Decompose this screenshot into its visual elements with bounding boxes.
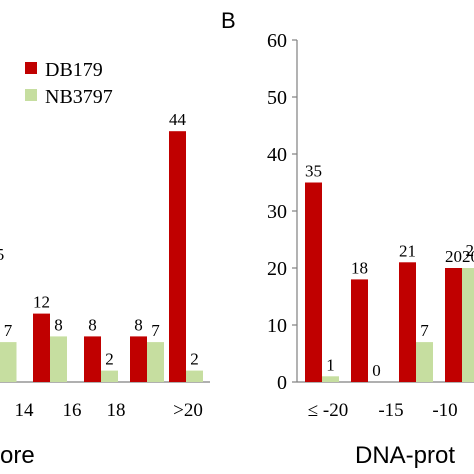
panel-b-y-tick-label: 20	[267, 258, 287, 280]
panel-a-bar-db179-2	[84, 336, 101, 382]
panel-b-bar-nb3797-0	[322, 376, 339, 382]
panel-b-x-tick-label: -10	[432, 400, 457, 421]
panel-b-y-tick-label: 50	[267, 87, 287, 109]
panel-b-data-label-nb3797-2: 7	[420, 321, 429, 340]
panel-a-x-tick-label: 14	[15, 400, 35, 421]
panel-b-data-label-db179-2: 21	[399, 241, 416, 260]
panel-label: B	[221, 8, 236, 33]
panel-a-bar-nb3797-4	[186, 370, 203, 382]
legend: DB179 NB3797	[25, 59, 113, 108]
panel-a-bar-nb3797-1	[50, 336, 67, 382]
panel-b-bar-db179-1	[351, 279, 368, 382]
panel-a-data-label-nb3797-4: 2	[190, 350, 199, 369]
panel-b-data-label-db179-3: 20	[445, 247, 462, 266]
panel-b-data-label-nb3797-3: 20	[462, 247, 474, 266]
legend-label-nb3797: NB3797	[45, 86, 113, 108]
panel-a-data-label-nb3797-0: 7	[4, 321, 13, 340]
panel-b-x-tick-label: ≤ -20	[308, 400, 349, 421]
panel-b-x-axis-title: DNA-prot	[355, 442, 455, 469]
legend-swatch-db179	[25, 62, 37, 74]
panel-a-bar-nb3797-0	[0, 342, 17, 382]
panel-a-data-label-db179-4: 44	[169, 110, 187, 129]
panel-b-y-tick-label: 40	[267, 144, 287, 166]
panel-a-x-tick-label: 16	[63, 400, 82, 421]
panel-a-data-label-nb3797-1: 8	[54, 315, 63, 334]
panel-a-x-axis-title: ore	[0, 442, 35, 469]
panel-a-data-label-partial: 5	[0, 245, 4, 264]
panel-b-x-tick-label: -15	[378, 400, 403, 421]
panel-b-bar-db179-2	[399, 262, 416, 382]
panel-a-bar-db179-4	[169, 131, 186, 382]
panel-b-data-label-nb3797-0: 1	[326, 355, 335, 374]
legend-label-db179: DB179	[45, 59, 103, 81]
panel-b-y-tick-label: 0	[277, 372, 287, 394]
panel-a-data-label-db179-3: 8	[134, 315, 143, 334]
panel-a-x-tick-label: 18	[107, 400, 126, 421]
panel-a-bar-nb3797-2	[101, 370, 118, 382]
panel-b-bar-db179-0	[305, 182, 322, 382]
panel-b-y-tick-label: 30	[267, 201, 287, 223]
panel-b-y-tick-label: 60	[267, 30, 287, 52]
panel-b-data-label-db179-0: 35	[305, 162, 322, 181]
panel-a-x-tick-label: >20	[173, 400, 203, 421]
panel-a-data-label-nb3797-2: 2	[105, 350, 114, 369]
panel-b-bar-nb3797-2	[416, 342, 433, 382]
panel-a-bar-db179-1	[33, 313, 50, 382]
panel-a-bar-db179-3	[130, 336, 147, 382]
panel-b-data-label-nb3797-1: 0	[372, 361, 381, 380]
panel-a-data-label-db179-2: 8	[88, 315, 97, 334]
panel-a-bar-nb3797-3	[147, 342, 164, 382]
panel-b-y-tick-label: 10	[267, 315, 287, 337]
panel-b-data-label-db179-1: 18	[351, 258, 368, 277]
panel-b-bar-nb3797-3	[462, 268, 474, 382]
panel-b-data-label-partial: 2	[466, 241, 474, 260]
panel-a-data-label-db179-1: 12	[33, 293, 50, 312]
panel-b-bar-db179-3	[445, 268, 462, 382]
panel-a-data-label-nb3797-3: 7	[151, 321, 160, 340]
legend-swatch-nb3797	[25, 89, 37, 101]
